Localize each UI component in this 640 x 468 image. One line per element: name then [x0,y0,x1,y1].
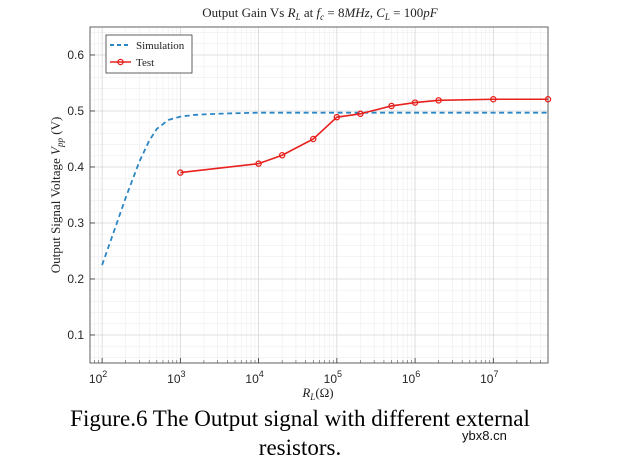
x-tick-label: 107 [480,369,498,386]
chart-title: Output Gain Vs RL at fc = 8MHz, CL = 100… [202,5,439,22]
x-tick-labels: 102 103 104 105 106 107 [89,369,499,386]
series-line-test [180,98,548,174]
caption-line-2: resistors. [258,435,342,460]
data-point-test [411,99,419,106]
y-tick-label: 0.3 [67,216,84,230]
legend-simulation-label: Simulation [136,40,185,52]
caption-line-1: Figure.6 The Output signal with differen… [70,406,530,431]
x-tick-label: 105 [324,369,342,386]
y-tick-labels: 0.1 0.2 0.3 0.4 0.5 0.6 [67,48,84,342]
y-tick-label: 0.4 [67,160,84,174]
data-point-test [490,95,497,103]
data-point-test [255,160,262,167]
data-point-test [435,97,442,104]
plot-area [90,27,548,363]
plot-frame [89,26,549,364]
data-point-test [333,113,341,121]
x-axis-label: RL(Ω) [301,385,333,400]
x-tick-label: 103 [167,369,185,386]
x-tick-label: 104 [245,369,263,386]
data-point-test [177,169,184,176]
data-point-test [278,151,286,159]
watermark: ybx8.cn [462,428,507,443]
chart: 0.1 0.2 0.3 0.4 0.5 0.6 102 103 104 105 106 107 Ou… [48,5,552,400]
series-line-simulation [101,111,548,266]
x-tick-label: 106 [402,369,420,386]
data-point-test [388,102,395,110]
figure-caption: Figure.6 The Output signal with differen… [0,404,600,462]
series-layer [101,95,552,266]
y-tick-label: 0.5 [67,104,84,118]
y-tick-label: 0.2 [67,272,84,286]
data-point-test [310,135,317,143]
y-tick-label: 0.1 [67,328,84,342]
data-point-test [544,95,552,103]
data-point-test [357,110,364,118]
grid-minor [90,27,548,363]
legend-test-label: Test [136,57,154,69]
y-axis-label: Output Signal Voltage Vpp (V) [48,117,65,274]
tick-marks [90,54,541,363]
y-tick-label: 0.6 [67,48,84,62]
legend-test-marker [117,58,124,66]
x-tick-label: 102 [89,369,107,386]
legend: Simulation Test [105,34,193,74]
legend-box [105,34,193,74]
